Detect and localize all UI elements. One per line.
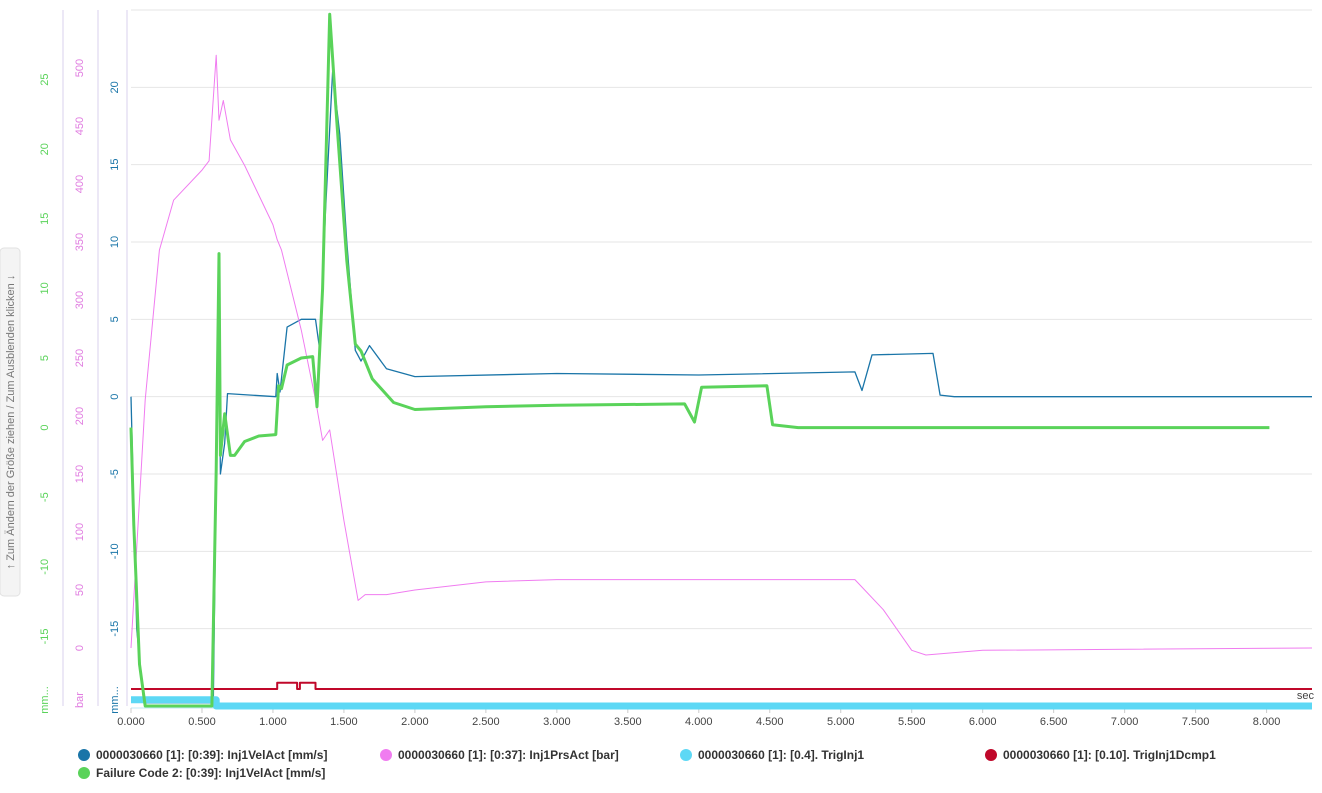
x-tick-label: 2.000	[401, 716, 429, 728]
legend-label[interactable]: 0000030660 [1]: [0:39]: Inj1VelAct [mm/s…	[96, 748, 327, 762]
y-tick-label: 400	[74, 175, 86, 193]
x-tick-label: 0.000	[117, 716, 145, 728]
series-line	[131, 681, 1312, 690]
y-tick-label: -10	[109, 543, 121, 559]
legend-label[interactable]: 0000030660 [1]: [0.10]. TrigInj1Dcmp1	[1003, 748, 1216, 762]
y-tick-label: 15	[109, 159, 121, 171]
series-line	[129, 12, 1270, 708]
y-tick-label: 150	[74, 465, 86, 483]
y-tick-label: 10	[109, 236, 121, 248]
x-tick-label: 1.500	[330, 716, 358, 728]
y-tick-label: 5	[109, 316, 121, 322]
y-tick-label: 0	[109, 394, 121, 400]
y-tick-label: -15	[39, 628, 51, 644]
legend-marker	[680, 749, 692, 761]
legend-marker	[78, 767, 90, 779]
legend-label[interactable]: Failure Code 2: [0:39]: Inj1VelAct [mm/s…	[96, 766, 325, 780]
resize-handle[interactable]	[0, 247, 21, 597]
legend-marker	[985, 749, 997, 761]
x-tick-label: 7.500	[1182, 716, 1210, 728]
x-tick-label: 4.500	[756, 716, 784, 728]
y-tick-label: 25	[39, 73, 51, 85]
x-tick-label: 7.000	[1111, 716, 1139, 728]
y-tick-label: 300	[74, 291, 86, 309]
y-tick-label: 350	[74, 233, 86, 251]
y-tick-label: 500	[74, 59, 86, 77]
x-tick-label: 5.000	[827, 716, 855, 728]
y-tick-label: -15	[109, 621, 121, 637]
x-tick-label: 1.000	[259, 716, 287, 728]
y-tick-label: 0	[39, 425, 51, 431]
resize-hint[interactable]: ↑ Zum Ändern der Größe ziehen / Zum Ausb…	[5, 275, 17, 570]
y-tick-label: 5	[39, 355, 51, 361]
y-tick-label: 250	[74, 349, 86, 367]
y-tick-label: 450	[74, 117, 86, 135]
x-tick-label: 3.000	[543, 716, 571, 728]
x-tick-label: 4.000	[685, 716, 713, 728]
y-tick-label: -5	[39, 492, 51, 502]
legend-label[interactable]: 0000030660 [1]: [0:37]: Inj1PrsAct [bar]	[398, 748, 619, 762]
y-axis-label: mm...	[109, 686, 121, 714]
x-tick-label: 8.000	[1253, 716, 1281, 728]
y-axis-label: bar	[74, 692, 86, 708]
x-tick-label: 0.500	[188, 716, 216, 728]
x-tick-label: 5.500	[898, 716, 926, 728]
y-tick-label: 100	[74, 523, 86, 541]
y-tick-label: 15	[39, 213, 51, 225]
x-tick-label: 2.500	[472, 716, 500, 728]
x-tick-label: 3.500	[614, 716, 642, 728]
x-axis-label: sec	[1297, 690, 1315, 702]
y-tick-label: -5	[109, 469, 121, 479]
y-tick-label: 20	[39, 143, 51, 155]
y-tick-label: 0	[74, 645, 86, 651]
y-tick-label: 20	[109, 81, 121, 93]
y-tick-label: 50	[74, 584, 86, 596]
legend-marker	[380, 749, 392, 761]
series-line	[131, 696, 1312, 710]
x-tick-label: 6.500	[1040, 716, 1068, 728]
legend-label[interactable]: 0000030660 [1]: [0.4]. TrigInj1	[698, 748, 864, 762]
y-tick-label: 10	[39, 282, 51, 294]
legend-marker	[78, 749, 90, 761]
y-tick-label: 200	[74, 407, 86, 425]
x-tick-label: 6.000	[969, 716, 997, 728]
y-axis-label: mm...	[39, 686, 51, 714]
y-tick-label: -10	[39, 559, 51, 575]
